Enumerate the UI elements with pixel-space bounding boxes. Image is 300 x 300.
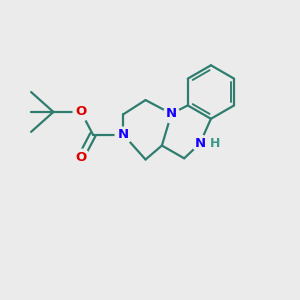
Text: H: H — [210, 137, 220, 150]
Text: N: N — [166, 107, 177, 120]
Text: O: O — [75, 151, 87, 164]
Text: O: O — [75, 106, 87, 118]
Text: N: N — [118, 128, 129, 141]
Text: N: N — [194, 137, 206, 150]
